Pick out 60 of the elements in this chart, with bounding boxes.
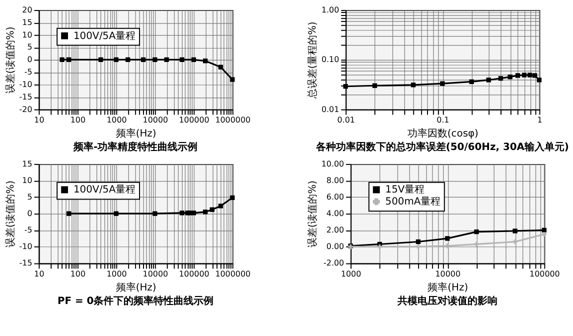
x-tick-label: 0.01: [337, 116, 355, 125]
y-axis-title: 总误差(量程的%): [306, 21, 318, 100]
text: 共模电压对读值的影响: [396, 294, 498, 307]
y-tick-label: 20: [22, 6, 32, 14]
y-tick-label: 10: [22, 176, 32, 185]
y-tick-label: -15: [19, 92, 32, 102]
y-tick-label: 0.01: [321, 104, 340, 114]
legend-label: 100V/5A量程: [73, 30, 136, 42]
x-tick-label: 1000: [340, 270, 362, 279]
y-tick-label: -5: [24, 226, 32, 235]
x-tick-label: 1000: [106, 116, 127, 125]
x-tick-label: 1000000: [215, 116, 251, 125]
y-tick-label: -10: [19, 242, 32, 252]
y-axis-title: 误差(读值的%): [306, 180, 318, 248]
y-tick-label: 15: [22, 18, 32, 27]
y-tick-label: 0: [27, 209, 32, 218]
x-tick-label: 10: [34, 116, 44, 125]
y-tick-label: 1.00: [321, 6, 340, 14]
text: 频率-功率精度特性曲线示例: [72, 141, 198, 154]
y-axis-title: 误差(读值的%): [4, 180, 16, 248]
legend-label: 15V量程: [385, 184, 425, 196]
x-tick-label: 1000: [106, 270, 127, 279]
x-tick-label: 100: [70, 116, 86, 125]
y-tick-label: -5: [24, 68, 32, 77]
x-tick-label: 10000: [142, 116, 168, 125]
y-tick-label: 5: [27, 192, 32, 202]
y-tick-label: 10: [22, 30, 32, 40]
legend-label: 500mA量程: [385, 196, 441, 208]
y-tick-label: 2.00: [326, 226, 344, 235]
x-axis-title: 频率(Hz): [116, 282, 156, 294]
x-tick-label: 10000: [142, 270, 168, 279]
y-tick-label: 0.10: [321, 55, 340, 64]
text: PF = 0条件下的频率特性曲线示例: [57, 294, 214, 307]
y-axis-title: 误差(读值的%): [4, 26, 16, 94]
y-tick-label: 8.00: [326, 176, 344, 185]
x-axis-title: 功率因数(cosφ): [407, 128, 479, 140]
legend-label: 100V/5A量程: [73, 184, 136, 196]
y-tick-label: 0.00: [326, 242, 344, 252]
y-tick-label: -20: [19, 104, 32, 114]
x-tick-label: 100000: [178, 270, 210, 279]
y-tick-label: 10.00: [321, 159, 344, 168]
y-tick-label: 0: [27, 55, 32, 64]
y-tick-label: 5: [27, 42, 32, 52]
x-tick-label: 10: [34, 270, 44, 279]
x-tick-label: 100: [70, 270, 86, 279]
y-tick-label: -10: [19, 80, 32, 89]
x-tick-label: 10000: [435, 270, 461, 279]
x-tick-label: 0.1: [436, 116, 450, 125]
x-tick-label: 1000000: [215, 270, 251, 279]
x-tick-label: 1: [537, 116, 542, 125]
y-tick-label: 15: [22, 159, 32, 168]
y-tick-label: -15: [19, 258, 32, 268]
y-tick-label: 6.00: [326, 192, 344, 202]
y-tick-label: 4.00: [326, 209, 344, 218]
y-tick-label: -2.00: [324, 258, 344, 268]
x-tick-label: 100000: [178, 116, 210, 125]
x-axis-title: 频率(Hz): [428, 282, 468, 294]
x-axis-title: 频率(Hz): [116, 128, 156, 140]
text: 各种功率因数下的总功率误差(50/60Hz, 30A输入单元): [314, 141, 569, 154]
x-tick-label: 100000: [530, 270, 560, 279]
